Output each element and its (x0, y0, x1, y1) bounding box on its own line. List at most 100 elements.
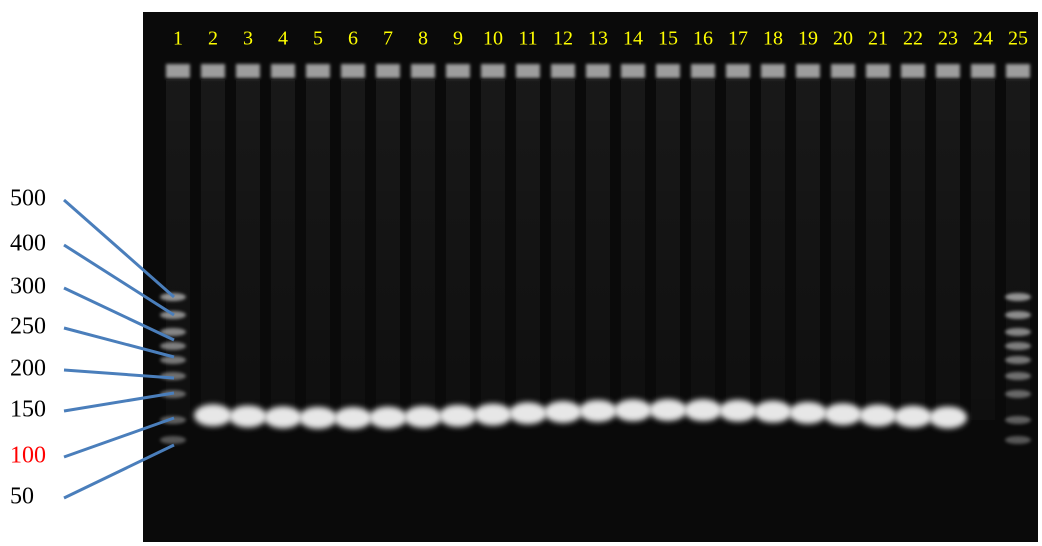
pcr-band (719, 400, 757, 422)
well (166, 64, 190, 78)
lane-smear (726, 80, 750, 420)
ladder-band (1005, 342, 1031, 350)
well (1006, 64, 1030, 78)
lane-label: 10 (483, 28, 503, 50)
lane-label: 9 (453, 28, 463, 50)
lane-label: 3 (243, 28, 253, 50)
pcr-band (369, 407, 407, 429)
pcr-band (754, 401, 792, 423)
lane-smear (376, 80, 400, 420)
gel-figure: 1234567891011121314151617181920212223242… (0, 0, 1042, 546)
pcr-band (194, 404, 232, 426)
lane-label: 5 (313, 28, 323, 50)
lane-label: 7 (383, 28, 393, 50)
ladder-band (1005, 372, 1031, 380)
lane-smear (691, 80, 715, 420)
well (306, 64, 330, 78)
pcr-band (299, 407, 337, 429)
lane-label: 24 (973, 28, 993, 50)
pcr-band (789, 402, 827, 424)
marker-label: 500 (10, 186, 46, 212)
lane-smear (271, 80, 295, 420)
lane-label: 1 (173, 28, 183, 50)
lane-smear (166, 80, 190, 420)
pcr-band (894, 406, 932, 428)
well (866, 64, 890, 78)
lane-smear (341, 80, 365, 420)
marker-label: 100 (10, 443, 46, 469)
pcr-band (824, 403, 862, 425)
well (901, 64, 925, 78)
well (446, 64, 470, 78)
marker-label: 250 (10, 314, 46, 340)
ladder-band (1005, 328, 1031, 336)
ladder-band (160, 342, 186, 350)
lane-label: 21 (868, 28, 888, 50)
well (236, 64, 260, 78)
lane-smear (446, 80, 470, 420)
lane-label: 23 (938, 28, 958, 50)
lane-smear (411, 80, 435, 420)
lane-smear (901, 80, 925, 420)
well (201, 64, 225, 78)
pcr-band (509, 402, 547, 424)
ladder-band (160, 436, 186, 444)
well (551, 64, 575, 78)
lane-smear (551, 80, 575, 420)
lane-smear (971, 80, 995, 420)
lane-smear (936, 80, 960, 420)
lane-label: 22 (903, 28, 923, 50)
pcr-band (579, 400, 617, 422)
lane-label: 16 (693, 28, 713, 50)
lane-smear (621, 80, 645, 420)
lane-smear (481, 80, 505, 420)
pcr-band (544, 401, 582, 423)
well (376, 64, 400, 78)
well (971, 64, 995, 78)
lane-label: 15 (658, 28, 678, 50)
pcr-band (614, 399, 652, 421)
ladder-band (1005, 416, 1031, 424)
pcr-band (859, 404, 897, 426)
lane-label: 8 (418, 28, 428, 50)
pcr-band (404, 406, 442, 428)
pcr-band (334, 407, 372, 429)
lane-smear (306, 80, 330, 420)
lane-smear (796, 80, 820, 420)
lane-label: 12 (553, 28, 573, 50)
lane-smear (201, 80, 225, 420)
well (411, 64, 435, 78)
well (656, 64, 680, 78)
pcr-band (474, 404, 512, 426)
well (271, 64, 295, 78)
lane-smear (831, 80, 855, 420)
lane-label: 4 (278, 28, 288, 50)
pcr-band (264, 406, 302, 428)
lane-label: 2 (208, 28, 218, 50)
lane-label: 17 (728, 28, 748, 50)
lane-label: 6 (348, 28, 358, 50)
ladder-band (1005, 293, 1031, 301)
lane-smear (1006, 80, 1030, 420)
marker-label: 400 (10, 231, 46, 257)
well (936, 64, 960, 78)
pcr-band (229, 405, 267, 427)
well (621, 64, 645, 78)
well (586, 64, 610, 78)
marker-label: 50 (10, 484, 34, 510)
well (726, 64, 750, 78)
well (516, 64, 540, 78)
lane-smear (236, 80, 260, 420)
ladder-band (1005, 436, 1031, 444)
pcr-band (649, 399, 687, 421)
ladder-band (1005, 311, 1031, 319)
well (796, 64, 820, 78)
pcr-band (684, 399, 722, 421)
well (761, 64, 785, 78)
well (341, 64, 365, 78)
lane-label: 25 (1008, 28, 1028, 50)
ladder-band (1005, 356, 1031, 364)
lane-label: 20 (833, 28, 853, 50)
lane-label: 18 (763, 28, 783, 50)
lane-smear (761, 80, 785, 420)
